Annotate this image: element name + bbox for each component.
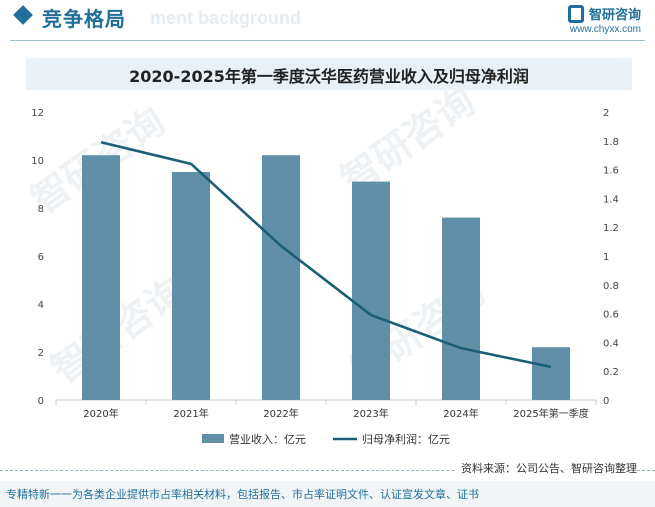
y-right-tick-label: 2: [603, 108, 609, 119]
y-right-tick-label: 0: [603, 396, 609, 407]
x-tick-label: 2025年第一季度: [513, 407, 588, 420]
y-right-tick-label: 0.6: [603, 310, 619, 321]
y-left-tick-label: 4: [38, 300, 44, 311]
y-left-tick-label: 10: [31, 156, 44, 167]
y-right-tick-label: 1.2: [603, 223, 619, 234]
x-tick-label: 2024年: [443, 407, 478, 420]
y-right-tick-label: 0.4: [603, 338, 619, 349]
net-profit-line: [100, 140, 552, 369]
source-text: 资料来源：公司公告、智研咨询整理: [455, 460, 637, 476]
x-tick-label: 2020年: [83, 407, 118, 420]
y-left-tick-label: 12: [31, 108, 44, 119]
revenue-bar: [532, 347, 570, 400]
x-tick-label: 2023年: [353, 407, 388, 420]
ghost-background-text: ment background: [150, 8, 302, 28]
header: 竞争格局 ment background 智研咨询 www.chyxx.com: [0, 0, 655, 40]
y-right-tick-label: 1.8: [603, 137, 619, 148]
revenue-bar: [262, 155, 300, 400]
revenue-bar: [352, 181, 390, 400]
header-divider: [10, 40, 645, 41]
logo-name: 智研咨询: [588, 8, 641, 23]
revenue-bar: [82, 155, 120, 400]
y-left-tick-label: 6: [38, 252, 44, 263]
footer-bar: 专精特新一一为各类企业提供市占率相关材料，包括报告、市占率证明文件、认证宣发文章…: [0, 481, 655, 507]
y-right-tick-label: 1.6: [603, 166, 619, 177]
y-right-tick-label: 0.2: [603, 367, 619, 378]
x-tick-label: 2021年: [173, 407, 208, 420]
footer-divider: [0, 470, 655, 472]
logo-icon: [567, 4, 584, 23]
section-title: 竞争格局: [42, 7, 126, 31]
chart-title: 2020-2025年第一季度沃华医药营业收入及归母净利润: [129, 67, 529, 86]
y-left-tick-label: 8: [38, 204, 44, 215]
legend-profit-label: 归母净利润：亿元: [362, 432, 450, 446]
logo-url: www.chyxx.com: [569, 24, 641, 35]
x-tick-label: 2022年: [263, 407, 298, 420]
footer-tagline: 专精特新一一为各类企业提供市占率相关材料，包括报告、市占率证明文件、认证宣发文章…: [6, 488, 479, 501]
y-right-tick-label: 1: [603, 252, 609, 263]
legend-revenue-swatch: [202, 434, 224, 443]
y-right-tick-label: 1.4: [603, 194, 619, 205]
y-left-tick-label: 2: [38, 348, 44, 359]
y-right-tick-label: 0.8: [603, 281, 619, 292]
chart-title-bar: 2020-2025年第一季度沃华医药营业收入及归母净利润: [26, 58, 632, 90]
revenue-bar: [442, 217, 480, 400]
legend-revenue-label: 营业收入：亿元: [229, 432, 306, 446]
brand-logo: 智研咨询: [567, 4, 641, 23]
revenue-bar: [172, 172, 210, 400]
y-left-tick-label: 0: [38, 396, 44, 407]
